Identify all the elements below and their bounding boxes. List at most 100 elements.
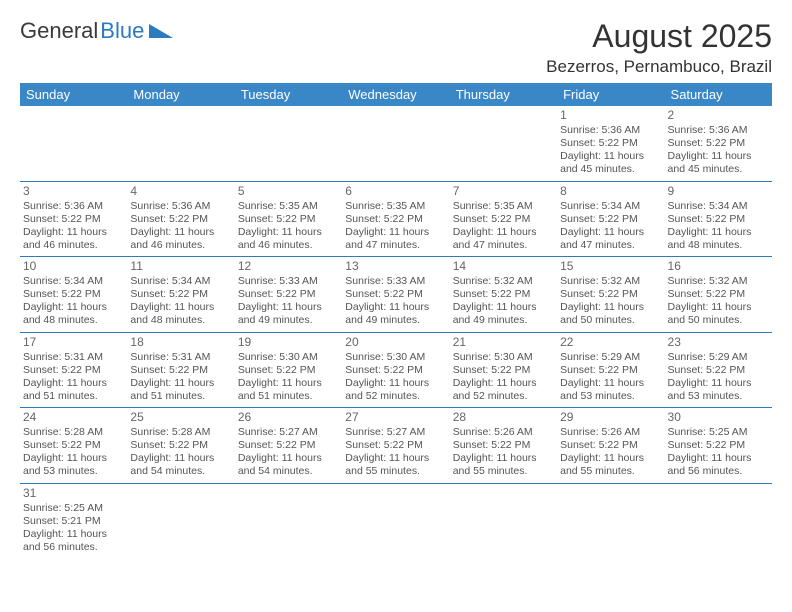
calendar-cell-empty	[450, 483, 557, 558]
calendar-cell: 27Sunrise: 5:27 AMSunset: 5:22 PMDayligh…	[342, 408, 449, 484]
daylight-line: Daylight: 11 hours and 46 minutes.	[238, 226, 339, 252]
day-number: 11	[130, 259, 231, 274]
calendar-cell: 11Sunrise: 5:34 AMSunset: 5:22 PMDayligh…	[127, 257, 234, 333]
sunrise-line: Sunrise: 5:36 AM	[560, 124, 661, 137]
daylight-line: Daylight: 11 hours and 51 minutes.	[130, 377, 231, 403]
calendar-cell: 31Sunrise: 5:25 AMSunset: 5:21 PMDayligh…	[20, 483, 127, 558]
sunset-line: Sunset: 5:22 PM	[453, 213, 554, 226]
calendar-cell: 9Sunrise: 5:34 AMSunset: 5:22 PMDaylight…	[665, 181, 772, 257]
day-number: 4	[130, 184, 231, 199]
sunrise-line: Sunrise: 5:35 AM	[345, 200, 446, 213]
sunrise-line: Sunrise: 5:36 AM	[668, 124, 769, 137]
day-number: 9	[668, 184, 769, 199]
daylight-line: Daylight: 11 hours and 48 minutes.	[668, 226, 769, 252]
calendar-cell: 6Sunrise: 5:35 AMSunset: 5:22 PMDaylight…	[342, 181, 449, 257]
day-number: 8	[560, 184, 661, 199]
calendar-cell: 12Sunrise: 5:33 AMSunset: 5:22 PMDayligh…	[235, 257, 342, 333]
day-number: 27	[345, 410, 446, 425]
sunset-line: Sunset: 5:22 PM	[453, 439, 554, 452]
month-title: August 2025	[546, 18, 772, 55]
day-number: 20	[345, 335, 446, 350]
day-number: 25	[130, 410, 231, 425]
calendar-cell-empty	[235, 106, 342, 181]
header: GeneralBlue August 2025 Bezerros, Pernam…	[20, 18, 772, 77]
daylight-line: Daylight: 11 hours and 53 minutes.	[23, 452, 124, 478]
sunset-line: Sunset: 5:22 PM	[668, 364, 769, 377]
daylight-line: Daylight: 11 hours and 53 minutes.	[668, 377, 769, 403]
sunrise-line: Sunrise: 5:35 AM	[238, 200, 339, 213]
calendar-cell: 28Sunrise: 5:26 AMSunset: 5:22 PMDayligh…	[450, 408, 557, 484]
calendar-cell-empty	[127, 483, 234, 558]
daylight-line: Daylight: 11 hours and 49 minutes.	[238, 301, 339, 327]
day-number: 1	[560, 108, 661, 123]
sunrise-line: Sunrise: 5:32 AM	[560, 275, 661, 288]
day-number: 19	[238, 335, 339, 350]
daylight-line: Daylight: 11 hours and 56 minutes.	[668, 452, 769, 478]
calendar-cell-empty	[20, 106, 127, 181]
sunrise-line: Sunrise: 5:33 AM	[238, 275, 339, 288]
day-number: 3	[23, 184, 124, 199]
calendar-cell: 18Sunrise: 5:31 AMSunset: 5:22 PMDayligh…	[127, 332, 234, 408]
sunset-line: Sunset: 5:22 PM	[130, 364, 231, 377]
calendar-head: SundayMondayTuesdayWednesdayThursdayFrid…	[20, 83, 772, 106]
sunset-line: Sunset: 5:22 PM	[23, 213, 124, 226]
calendar-cell: 29Sunrise: 5:26 AMSunset: 5:22 PMDayligh…	[557, 408, 664, 484]
daylight-line: Daylight: 11 hours and 49 minutes.	[453, 301, 554, 327]
calendar-cell-empty	[342, 106, 449, 181]
calendar-cell: 10Sunrise: 5:34 AMSunset: 5:22 PMDayligh…	[20, 257, 127, 333]
calendar-cell-empty	[450, 106, 557, 181]
calendar-row: 17Sunrise: 5:31 AMSunset: 5:22 PMDayligh…	[20, 332, 772, 408]
sunrise-line: Sunrise: 5:36 AM	[130, 200, 231, 213]
day-header: Saturday	[665, 83, 772, 106]
location: Bezerros, Pernambuco, Brazil	[546, 57, 772, 77]
calendar-cell: 16Sunrise: 5:32 AMSunset: 5:22 PMDayligh…	[665, 257, 772, 333]
sunset-line: Sunset: 5:22 PM	[23, 439, 124, 452]
sunrise-line: Sunrise: 5:27 AM	[345, 426, 446, 439]
sunset-line: Sunset: 5:22 PM	[130, 288, 231, 301]
calendar-row: 24Sunrise: 5:28 AMSunset: 5:22 PMDayligh…	[20, 408, 772, 484]
calendar-cell: 24Sunrise: 5:28 AMSunset: 5:22 PMDayligh…	[20, 408, 127, 484]
sunset-line: Sunset: 5:22 PM	[560, 137, 661, 150]
sunset-line: Sunset: 5:22 PM	[345, 288, 446, 301]
calendar-cell: 21Sunrise: 5:30 AMSunset: 5:22 PMDayligh…	[450, 332, 557, 408]
daylight-line: Daylight: 11 hours and 50 minutes.	[668, 301, 769, 327]
calendar-cell: 1Sunrise: 5:36 AMSunset: 5:22 PMDaylight…	[557, 106, 664, 181]
calendar-row: 31Sunrise: 5:25 AMSunset: 5:21 PMDayligh…	[20, 483, 772, 558]
calendar-body: 1Sunrise: 5:36 AMSunset: 5:22 PMDaylight…	[20, 106, 772, 558]
calendar-row: 3Sunrise: 5:36 AMSunset: 5:22 PMDaylight…	[20, 181, 772, 257]
calendar-cell: 3Sunrise: 5:36 AMSunset: 5:22 PMDaylight…	[20, 181, 127, 257]
day-number: 2	[668, 108, 769, 123]
calendar-cell-empty	[557, 483, 664, 558]
sunrise-line: Sunrise: 5:27 AM	[238, 426, 339, 439]
day-number: 30	[668, 410, 769, 425]
daylight-line: Daylight: 11 hours and 47 minutes.	[560, 226, 661, 252]
daylight-line: Daylight: 11 hours and 47 minutes.	[453, 226, 554, 252]
sunrise-line: Sunrise: 5:31 AM	[23, 351, 124, 364]
sunrise-line: Sunrise: 5:34 AM	[668, 200, 769, 213]
daylight-line: Daylight: 11 hours and 52 minutes.	[453, 377, 554, 403]
calendar-cell: 26Sunrise: 5:27 AMSunset: 5:22 PMDayligh…	[235, 408, 342, 484]
daylight-line: Daylight: 11 hours and 52 minutes.	[345, 377, 446, 403]
sunrise-line: Sunrise: 5:34 AM	[560, 200, 661, 213]
sunrise-line: Sunrise: 5:26 AM	[560, 426, 661, 439]
daylight-line: Daylight: 11 hours and 55 minutes.	[560, 452, 661, 478]
calendar-cell-empty	[235, 483, 342, 558]
sunrise-line: Sunrise: 5:30 AM	[238, 351, 339, 364]
day-number: 7	[453, 184, 554, 199]
day-number: 5	[238, 184, 339, 199]
sunset-line: Sunset: 5:22 PM	[453, 288, 554, 301]
logo-text-2: Blue	[100, 18, 144, 44]
sunrise-line: Sunrise: 5:33 AM	[345, 275, 446, 288]
calendar: SundayMondayTuesdayWednesdayThursdayFrid…	[20, 83, 772, 558]
sunset-line: Sunset: 5:22 PM	[238, 213, 339, 226]
sunset-line: Sunset: 5:22 PM	[560, 439, 661, 452]
sunrise-line: Sunrise: 5:25 AM	[23, 502, 124, 515]
day-number: 12	[238, 259, 339, 274]
calendar-cell: 17Sunrise: 5:31 AMSunset: 5:22 PMDayligh…	[20, 332, 127, 408]
calendar-cell-empty	[665, 483, 772, 558]
day-header: Monday	[127, 83, 234, 106]
daylight-line: Daylight: 11 hours and 45 minutes.	[668, 150, 769, 176]
calendar-cell: 20Sunrise: 5:30 AMSunset: 5:22 PMDayligh…	[342, 332, 449, 408]
calendar-cell: 4Sunrise: 5:36 AMSunset: 5:22 PMDaylight…	[127, 181, 234, 257]
day-number: 29	[560, 410, 661, 425]
